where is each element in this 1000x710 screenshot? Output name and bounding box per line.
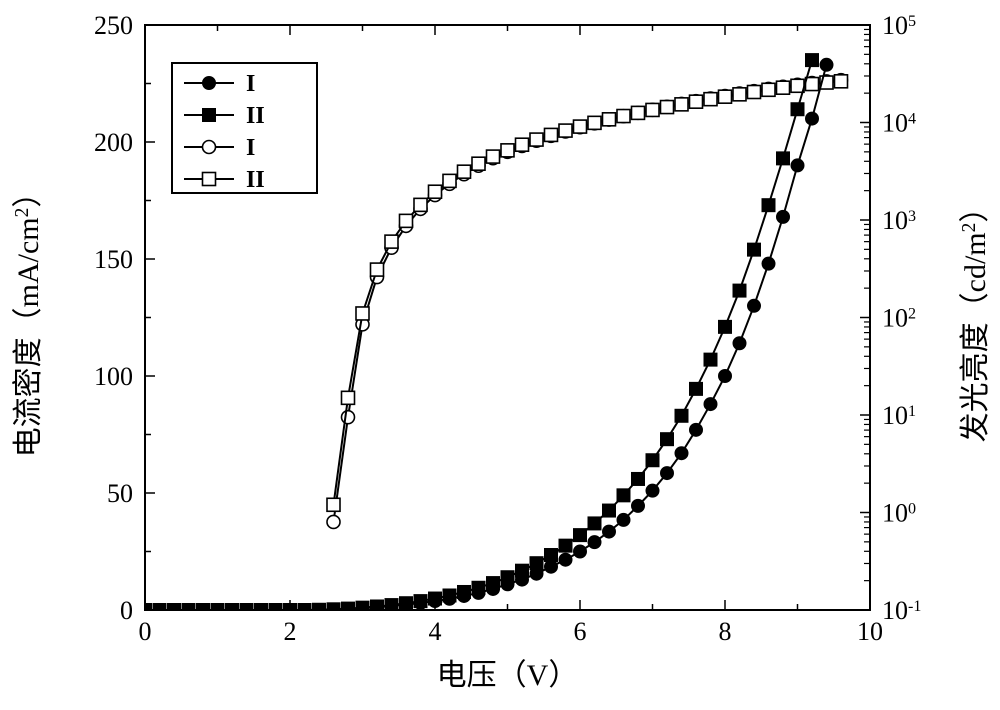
svg-text:0: 0 [120,596,133,625]
svg-text:105: 105 [882,11,916,40]
svg-text:100: 100 [882,499,916,528]
svg-text:103: 103 [882,206,916,235]
svg-text:电压（V）: 电压（V） [437,659,579,692]
svg-text:102: 102 [882,304,916,333]
svg-text:10-1: 10-1 [882,596,921,625]
svg-text:50: 50 [107,479,133,508]
svg-text:2: 2 [284,617,297,646]
svg-text:II: II [246,103,265,129]
svg-text:4: 4 [429,617,442,646]
svg-text:100: 100 [94,362,133,391]
svg-text:101: 101 [882,401,916,430]
chart-svg: 0 2 4 6 8 10 电压（V） 0 50 100 150 200 250 电流密度（mA/cm2） 1… [0,0,1000,710]
svg-text:0: 0 [139,617,152,646]
svg-text:II: II [246,167,265,193]
chart-container: 0 2 4 6 8 10 电压（V） 0 50 100 150 200 250 电流密度（mA/cm2） 1… [0,0,1000,710]
svg-text:104: 104 [882,109,916,138]
svg-text:150: 150 [94,245,133,274]
svg-text:6: 6 [574,617,587,646]
svg-text:8: 8 [719,617,732,646]
svg-text:200: 200 [94,128,133,157]
svg-text:10: 10 [857,617,883,646]
svg-text:发光亮度（cd/m2）: 发光亮度（cd/m2） [959,193,993,443]
svg-text:I: I [246,71,255,97]
svg-text:电流密度（mA/cm2）: 电流密度（mA/cm2） [12,178,46,458]
svg-text:250: 250 [94,11,133,40]
svg-text:I: I [246,135,255,161]
